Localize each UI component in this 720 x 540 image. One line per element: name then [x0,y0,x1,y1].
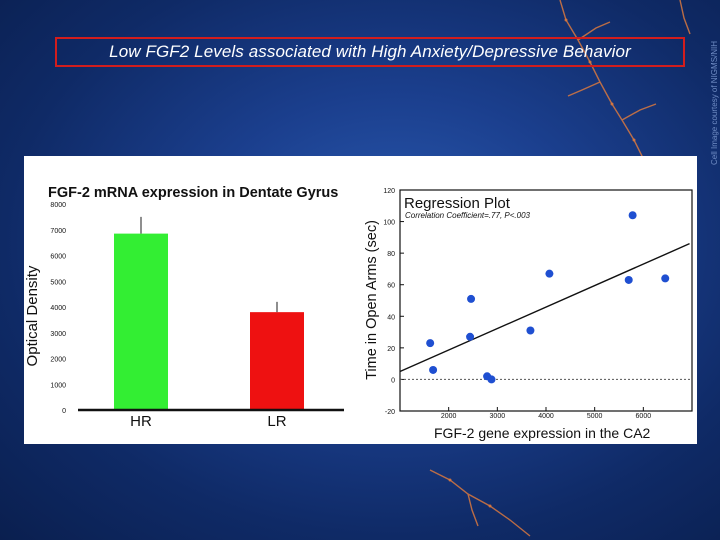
scatter-ytick-label: 100 [383,220,395,227]
figure-svg: FGF-2 mRNA expression in Dentate Gyrus O… [24,185,693,441]
bar-ytick-label: 8000 [50,202,66,209]
bar-chart-title: FGF-2 mRNA expression in Dentate Gyrus [48,185,338,201]
bar-lr [250,312,304,410]
scatter-ytick-label: 120 [383,188,395,195]
scatter-plot-frame [399,189,693,412]
bar-ytick-label: 6000 [50,254,66,261]
scatter-chart-ylabel: Time in Open Arms (sec) [364,220,380,380]
scatter-point [426,339,435,348]
image-credit: Cell Image courtesy of NIGMS/NIH [710,40,719,165]
bar-chart-ylabel: Optical Density [24,265,41,366]
bar-category-label: LR [267,413,286,430]
scatter-xtick-label: 2000 [441,413,457,420]
scatter-ytick-label: 20 [387,346,395,353]
scatter-point [545,269,554,278]
scatter-correlation-annotation: Correlation Coefficient=.77, P<.003 [405,211,531,220]
scatter-ytick-label: -20 [385,409,395,416]
slide-title-box: Low FGF2 Levels associated with High Anx… [55,37,685,67]
scatter-chart-title: Regression Plot [404,195,511,212]
scatter-ytick-label: 80 [387,251,395,258]
scatter-ytick-label: 60 [387,283,395,290]
bar-ytick-label: 0 [62,408,66,415]
regression-line [399,243,690,373]
slide-title: Low FGF2 Levels associated with High Anx… [109,42,631,61]
bar-category-label: HR [130,413,152,430]
bar-ytick-label: 2000 [50,357,66,364]
figure-panel: FGF-2 mRNA expression in Dentate Gyrus O… [24,156,697,444]
scatter-xtick-label: 5000 [587,413,603,420]
scatter-point [526,326,535,335]
scatter-xtick-label: 3000 [490,413,506,420]
scatter-xtick-label: 6000 [636,413,652,420]
bar-ytick-label: 7000 [50,228,66,235]
scatter-point [487,375,496,384]
bar-ytick-label: 3000 [50,331,66,338]
scatter-point [624,275,633,284]
scatter-ytick-label: 40 [387,314,395,321]
bar-ytick-label: 4000 [50,305,66,312]
bar-ytick-label: 1000 [50,382,66,389]
scatter-chart-xlabel: FGF-2 gene expression in the CA2 [434,425,651,441]
bar-hr [114,233,168,410]
scatter-point [466,332,475,341]
scatter-ytick-label: 0 [391,377,395,384]
scatter-point [429,365,438,374]
bar-ytick-label: 5000 [50,279,66,286]
scatter-point [467,294,476,303]
scatter-point [628,211,637,220]
scatter-point [661,274,670,283]
scatter-xtick-label: 4000 [538,413,554,420]
